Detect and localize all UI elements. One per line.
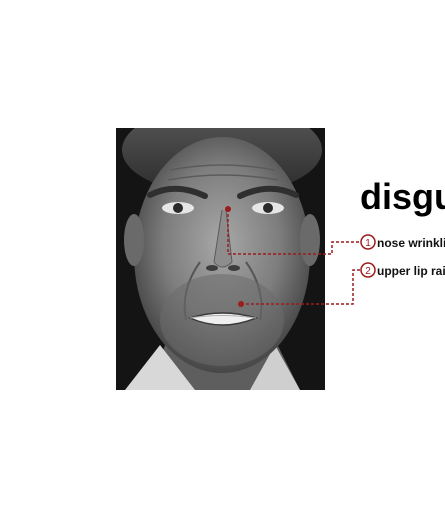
annotation-1-number: 1 bbox=[365, 238, 371, 249]
annotation-2-label: upper lip rai bbox=[377, 264, 445, 278]
annotation-2-badge bbox=[360, 262, 376, 278]
annotation-2-number: 2 bbox=[365, 266, 371, 277]
annotation-1-label: nose wrinkli bbox=[377, 236, 445, 250]
emotion-title: disgu bbox=[360, 176, 445, 217]
annotation-1-leader: 1 bbox=[225, 206, 376, 255]
face-photo bbox=[116, 128, 325, 390]
annotation-1-badge bbox=[360, 234, 376, 250]
annotation-2-leader: 2 bbox=[238, 262, 376, 307]
